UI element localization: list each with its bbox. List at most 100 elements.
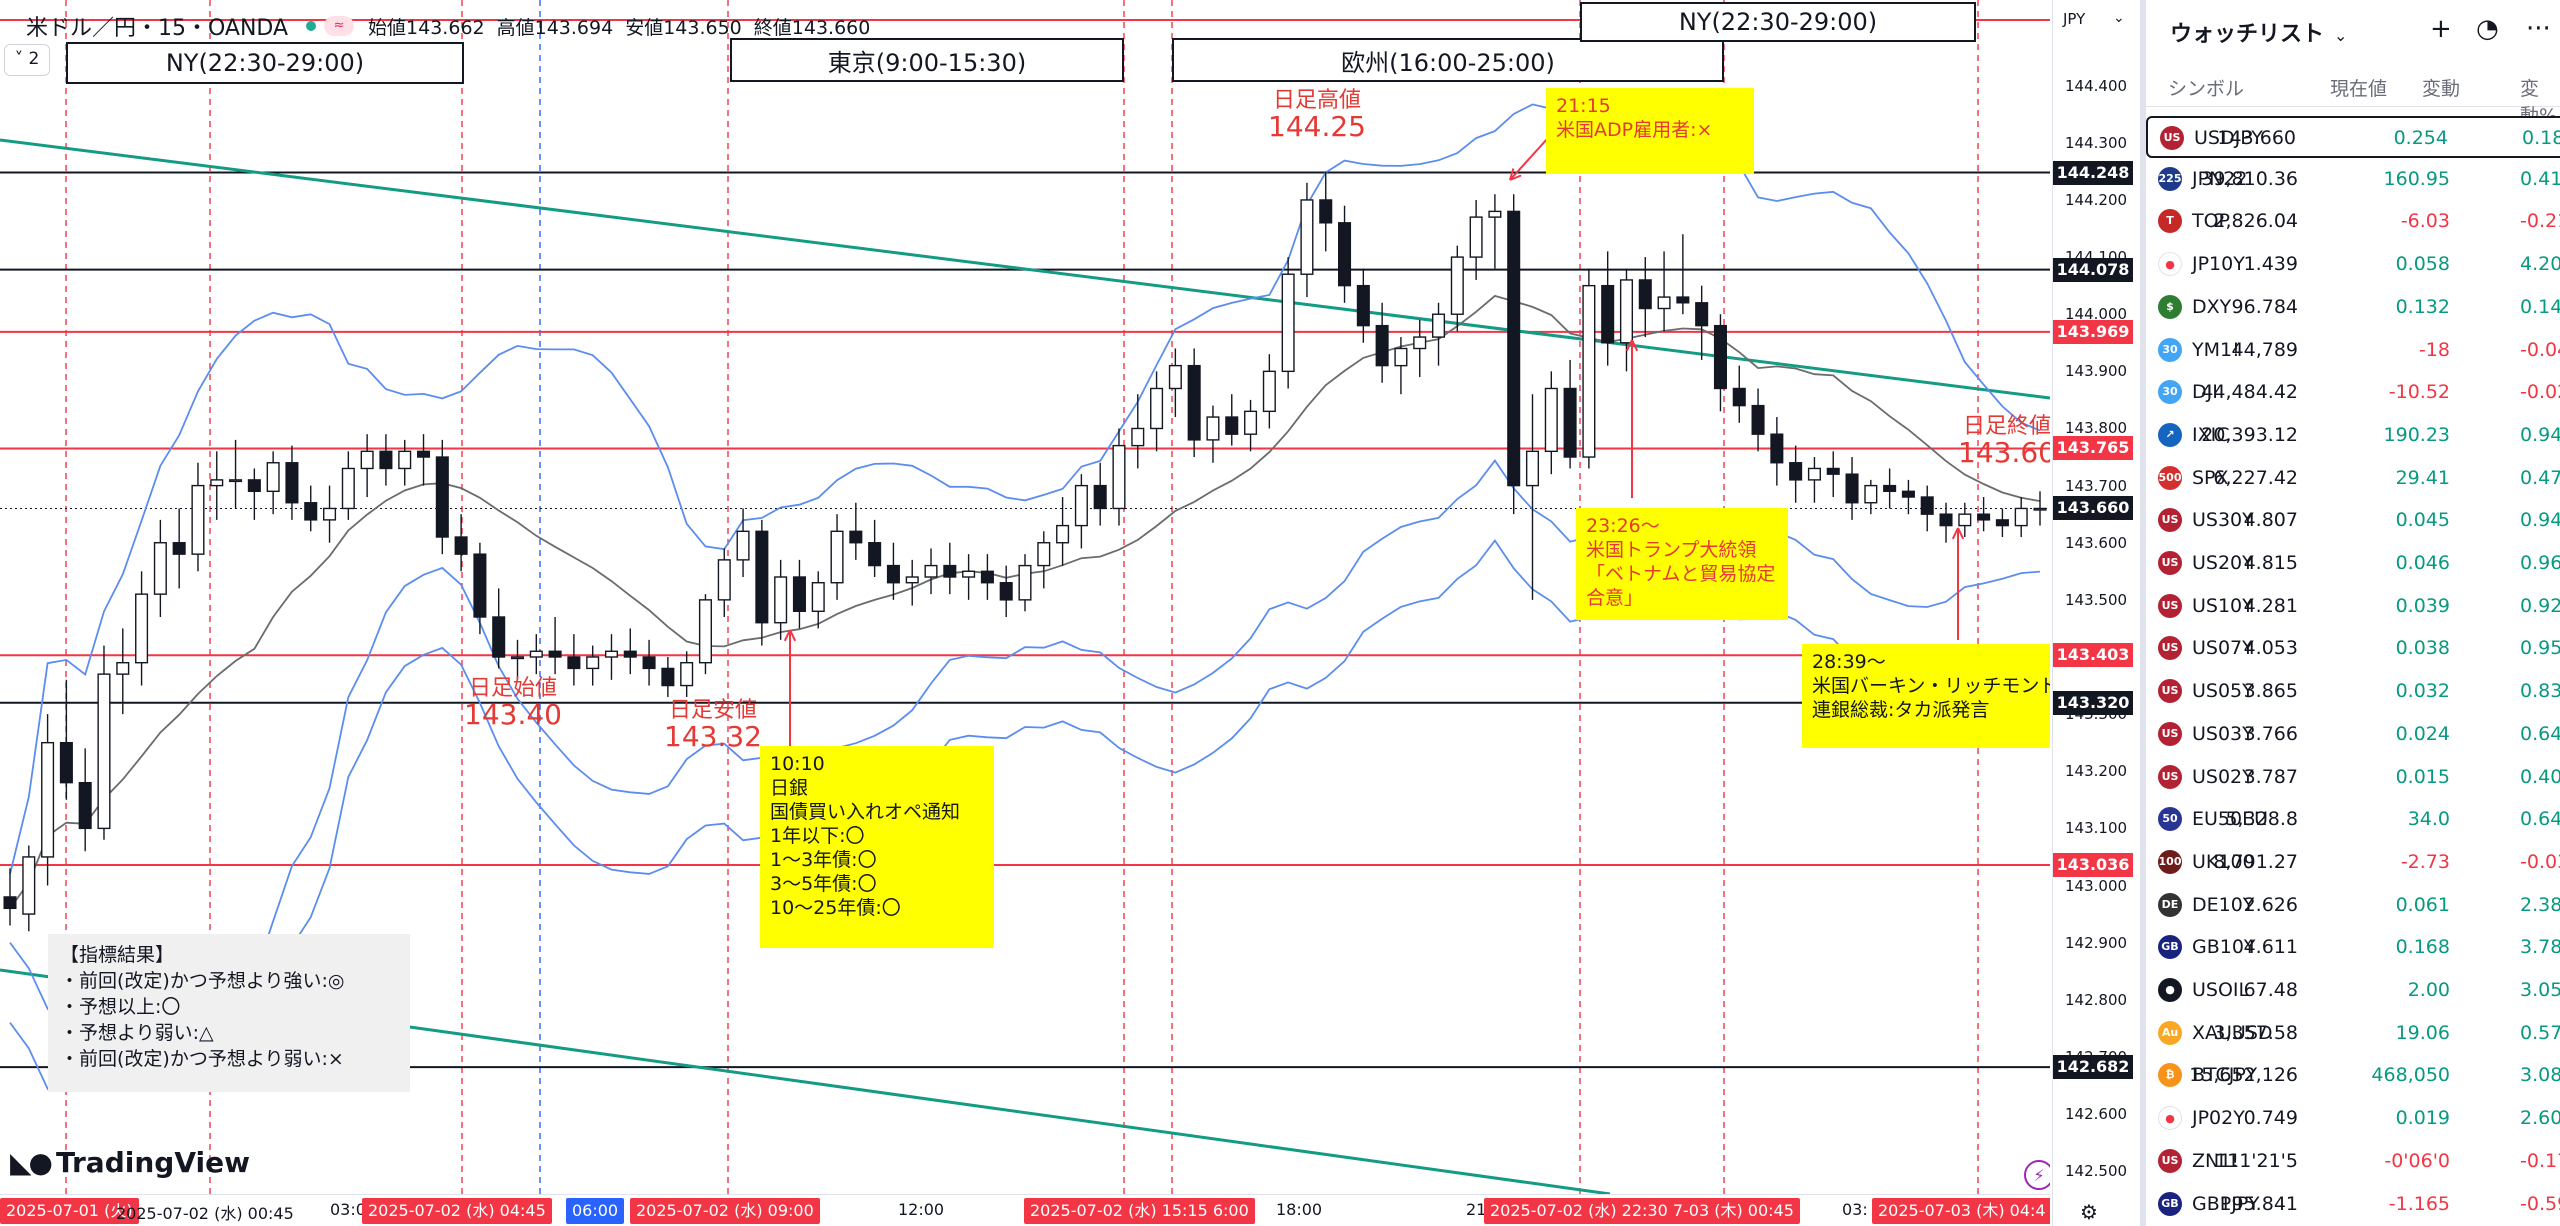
lightning-icon[interactable]: ⚡ [2024, 1160, 2050, 1190]
watchlist-change: 0.168 [2395, 936, 2450, 959]
candle-up [1413, 336, 1427, 350]
daily-high-label: 日足高値 [1272, 88, 1361, 113]
watchlist-change: 0.032 [2395, 680, 2450, 703]
candle-up [1864, 484, 1878, 504]
candle-up [135, 593, 149, 664]
watchlist-symbol: XAUUSD [2192, 1021, 2273, 1044]
more-icon[interactable]: ··· [2526, 14, 2551, 44]
collapse-indicators-button[interactable]: ˅ 2 [4, 44, 50, 76]
watchlist-title[interactable]: ウォッチリスト ⌄ [2170, 16, 2347, 48]
note-barkin[interactable]: 28:39～ 米国バーキン・リッチモンド 連銀総裁:タカ派発言 [1802, 644, 2050, 748]
watchlist-change-pct: 0.47% [2520, 466, 2560, 489]
candle-down [548, 650, 562, 658]
price-level-label: 143.036 [2053, 852, 2133, 877]
watchlist-change-pct: 0.40% [2520, 765, 2560, 788]
price-tick-label: 143.700 [2065, 476, 2128, 495]
daily-low-value: 143.32 [664, 720, 762, 753]
tradingview-logo[interactable]: ◣● TradingView [10, 1146, 250, 1179]
gear-icon[interactable]: ⚙ [2080, 1200, 2098, 1224]
watchlist-change: 0.254 [2393, 127, 2448, 149]
symbol-logo-icon: Au [2158, 1020, 2182, 1045]
candle-up [529, 650, 543, 658]
watchlist-row-zn1[interactable]: US ZN1!111'21'5 -0'06'0 -0.17% [2146, 1141, 2560, 1183]
currency-label[interactable]: JPY [2063, 10, 2086, 28]
chevron-down-icon[interactable]: ⌄ [2113, 10, 2125, 26]
candle-down [1507, 210, 1521, 487]
indicator-legend-box: 【指標結果】 ・前回(改定)かつ予想より強い:◎ ・予想以上:〇 ・予想より弱い… [48, 934, 410, 1092]
watchlist-symbol: UK100 [2192, 850, 2255, 873]
note-boj[interactable]: 10:10 日銀 国債買い入れオペ通知 1年以下:〇 1～3年債:〇 3～5年債… [760, 746, 994, 948]
watchlist-row-ym1[interactable]: 30 YM1!44,789 -18 -0.04% [2146, 330, 2560, 372]
watchlist-last: 5,328.8 [2225, 808, 2298, 831]
price-tick-label: 142.500 [2065, 1162, 2128, 1181]
candle-up [266, 462, 280, 493]
watchlist-change-pct: -0.21% [2520, 210, 2560, 233]
watchlist-change: 0.024 [2395, 722, 2450, 745]
candle-down [247, 479, 261, 493]
candle-down [1375, 324, 1389, 367]
candle-up [360, 450, 374, 470]
price-level-label: 143.765 [2053, 436, 2133, 461]
candle-down [886, 564, 900, 584]
watchlist-symbol: BTCJPY [2192, 1064, 2258, 1087]
candle-up [905, 576, 919, 584]
watchlist-change-pct: 0.96% [2520, 552, 2560, 574]
watchlist-change: 0.019 [2395, 1107, 2450, 1130]
add-symbol-icon[interactable]: + [2430, 14, 2452, 44]
watchlist-last: 4.611 [2243, 936, 2298, 959]
symbol-logo-icon: DE [2158, 892, 2182, 917]
daily-open-annotation: 日足始値 143.40 [464, 676, 562, 729]
note-trump[interactable]: 23:26～ 米国トランプ大統領 「ベトナムと貿易協定 合意」 [1576, 508, 1788, 620]
candle-down [1770, 433, 1784, 464]
legend-symbol[interactable]: 米ドル／円・15・OANDA [26, 16, 289, 41]
legend-pill[interactable]: ≈ [324, 16, 355, 36]
column-last[interactable]: 現在値 [2330, 78, 2388, 100]
column-symbol[interactable]: シンボル [2168, 78, 2245, 100]
watchlist-symbol: TOP [2192, 210, 2231, 233]
advanced-view-icon[interactable]: ◔ [2476, 14, 2499, 44]
time-axis[interactable]: 2025-07-01 (火) 2025-07-02 (水) 00:45 03: 0… [0, 1194, 2050, 1226]
price-level-label: 144.078 [2053, 257, 2133, 282]
symbol-logo-icon: US [2158, 636, 2182, 661]
candle-down [1356, 284, 1370, 327]
candle-up [341, 467, 355, 510]
note-adp[interactable]: 21:15 米国ADP雇用者:× [1546, 88, 1754, 174]
time-pill: 2025-07-02 (水) 09:00 [630, 1198, 820, 1224]
price-level-label: 143.660 [2053, 496, 2133, 521]
watchlist-columns: シンボル 現在値 変動 変動% [2146, 70, 2560, 127]
daily-open-label: 日足始値 [468, 676, 557, 701]
price-tick-label: 143.500 [2065, 590, 2128, 609]
chart-pane[interactable]: 米ドル／円・15・OANDA ≈ 始値143.662 高値143.694 安値143… [0, 0, 2050, 1226]
candle-up [1018, 564, 1032, 601]
price-axis[interactable]: JPY ⌄ 144.400144.300144.200144.100144.00… [2052, 0, 2137, 1226]
column-change[interactable]: 変動 [2422, 78, 2461, 100]
candle-down [1732, 387, 1746, 407]
watchlist-symbol: US07Y [2192, 637, 2254, 660]
price-tick-label: 143.000 [2065, 876, 2128, 895]
price-chart[interactable] [0, 0, 2050, 1194]
